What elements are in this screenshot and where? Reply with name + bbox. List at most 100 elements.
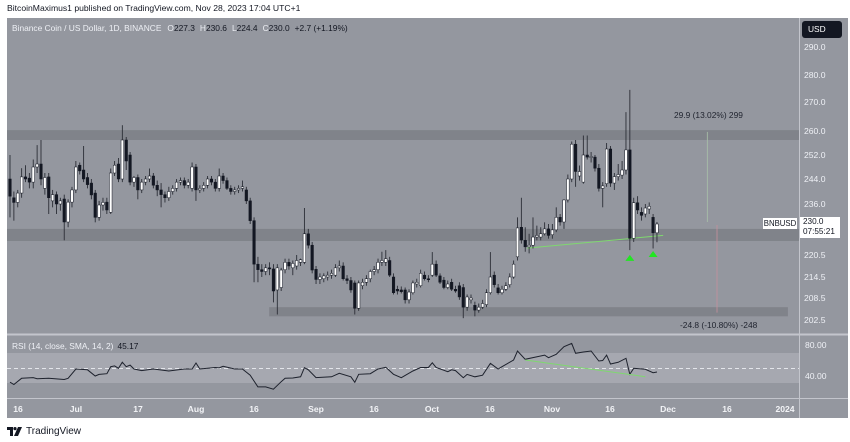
- currency-button[interactable]: USD: [802, 21, 842, 38]
- candle-up: [643, 207, 647, 215]
- candle-up: [175, 181, 179, 189]
- candle-down: [260, 269, 264, 272]
- candle-up: [275, 267, 279, 291]
- price-tick: 280.0: [804, 70, 826, 80]
- candle-down: [574, 143, 578, 172]
- change-value: +2.7 (+1.19%): [294, 23, 348, 33]
- candle-down: [426, 278, 430, 280]
- close-label: C: [262, 23, 269, 33]
- symbol-price-tag: BNBUSD: [763, 218, 797, 229]
- candle-up: [322, 275, 326, 279]
- rsi-tick: 40.00: [805, 371, 827, 381]
- candle-down: [23, 176, 28, 180]
- rsi-tick: 80.00: [805, 340, 827, 350]
- candle-down: [209, 178, 213, 183]
- open-value: 227.3: [173, 23, 195, 33]
- marker-group: [625, 251, 658, 261]
- price-tick: 290.0: [804, 42, 826, 52]
- candle-up: [360, 282, 365, 286]
- price-tick: 244.0: [804, 174, 826, 184]
- candle-down: [399, 289, 403, 292]
- candle-up: [446, 283, 450, 288]
- candle-up: [147, 175, 152, 180]
- candle-down: [597, 167, 601, 189]
- candle-up: [601, 185, 605, 189]
- candle-down: [155, 185, 159, 191]
- candle-down: [585, 154, 589, 158]
- candle-up: [299, 259, 303, 263]
- candle-up: [465, 296, 469, 308]
- candle-up: [488, 276, 492, 293]
- candle-down: [136, 177, 140, 191]
- candle-down: [341, 265, 345, 279]
- measure-down-label[interactable]: -24.8 (-10.80%) -248: [680, 320, 758, 330]
- candle-down: [271, 268, 275, 292]
- candle-up: [535, 235, 539, 238]
- candle-up: [237, 188, 241, 191]
- candle-down: [12, 197, 16, 203]
- candle-up: [264, 267, 268, 272]
- tradingview-logo[interactable]: TradingView: [7, 424, 81, 438]
- price-tick: 208.5: [804, 293, 826, 303]
- candle-up: [655, 223, 659, 234]
- candle-up: [411, 282, 415, 294]
- candle-up: [554, 217, 558, 231]
- candle-down: [47, 176, 51, 198]
- candle-up: [364, 278, 368, 283]
- rsi-title: RSI (14, close, SMA, 14, 2): [12, 341, 114, 351]
- candle-down: [194, 166, 198, 191]
- measure-up-label[interactable]: 29.9 (13.02%) 299: [674, 110, 743, 120]
- candle-down: [163, 194, 167, 198]
- candle-up: [515, 227, 520, 258]
- candle-up: [186, 181, 190, 186]
- candle-down: [639, 212, 644, 216]
- candle-down: [54, 194, 59, 205]
- candle-down: [519, 227, 523, 241]
- candle-down: [225, 180, 229, 189]
- candle-down: [124, 139, 128, 162]
- candle-down: [213, 181, 217, 189]
- candle-up: [318, 276, 322, 280]
- candle-up: [550, 229, 554, 236]
- candle-up: [562, 199, 566, 223]
- candle-down: [593, 156, 597, 169]
- time-label: 16: [605, 404, 615, 414]
- candle-up: [190, 166, 194, 189]
- tradingview-wordmark: TradingView: [26, 425, 82, 437]
- chart-frame[interactable]: [7, 18, 848, 418]
- candle-down: [268, 267, 272, 270]
- candle-down: [248, 200, 252, 221]
- candle-up: [512, 263, 516, 278]
- candle-down: [438, 275, 442, 283]
- candle-down: [434, 263, 438, 276]
- candle-up: [240, 186, 244, 189]
- candle-up: [337, 265, 341, 269]
- low-value: 224.4: [236, 23, 258, 33]
- rsi-lines: [9, 342, 658, 390]
- time-label: 16: [369, 404, 379, 414]
- candle-up: [469, 297, 473, 301]
- candle-up: [109, 172, 113, 213]
- candle-up: [302, 233, 306, 263]
- time-label: 17: [133, 404, 143, 414]
- candle-down: [422, 274, 427, 279]
- candle-up: [329, 273, 334, 276]
- rsi-pane: [7, 342, 799, 390]
- candle-down: [345, 278, 349, 281]
- candle-up: [430, 263, 434, 276]
- candle-up: [333, 267, 337, 276]
- candle-down: [450, 282, 454, 290]
- candle-down: [306, 233, 310, 246]
- candle-up: [43, 177, 47, 189]
- candle-up: [357, 282, 361, 309]
- candle-down: [388, 260, 392, 276]
- candle-down: [453, 289, 458, 292]
- last-price-value: 230.0: [803, 217, 824, 226]
- candle-down: [546, 228, 551, 236]
- candle-up: [581, 154, 585, 183]
- candle-down: [229, 188, 233, 192]
- candle-up: [291, 263, 295, 269]
- tradingview-icon: [7, 426, 22, 436]
- candle-up: [531, 236, 535, 246]
